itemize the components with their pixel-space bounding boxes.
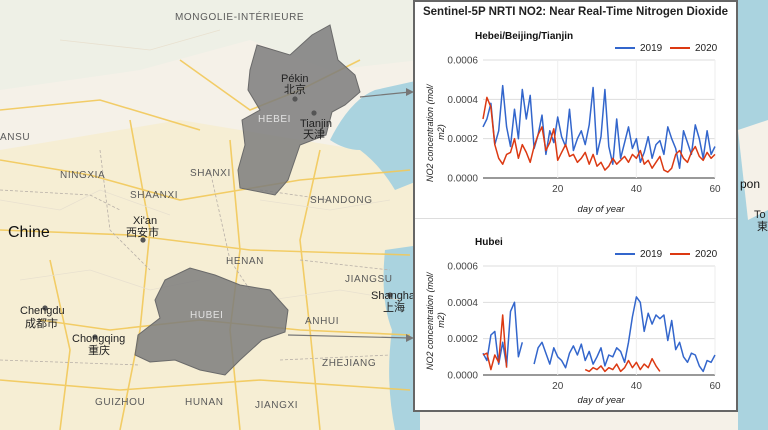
chart-title: Hubei — [475, 237, 503, 248]
label-hunan: HUNAN — [185, 397, 224, 408]
series-line-2020[interactable] — [482, 96, 716, 173]
no2-chart-panel: Sentinel-5P NRTI NO2: Near Real-Time Nit… — [413, 0, 738, 412]
label-hebei-province: HEBEI — [258, 114, 291, 125]
y-tick-label: 0.0000 — [447, 174, 478, 185]
label-chengdu-cn: 成都市 — [25, 316, 58, 330]
chart-legend: 2019 2020 — [615, 43, 718, 54]
series-line-2019[interactable] — [482, 84, 716, 169]
label-shandong: SHANDONG — [310, 195, 373, 206]
y-tick-label: 0.0004 — [447, 298, 478, 309]
y-tick-label: 0.0000 — [447, 371, 478, 382]
y-tick-label: 0.0006 — [447, 262, 478, 273]
label-ansu: ANSU — [0, 132, 30, 143]
label-anhui: ANHUI — [305, 316, 339, 327]
label-shanghai-cn: 上海 — [383, 300, 405, 314]
x-tick-label: 60 — [709, 184, 721, 195]
chart-divider — [415, 218, 736, 219]
label-chongqing-cn: 重庆 — [88, 343, 110, 357]
y-axis-label: NO2 concentration (mol/ m2) — [425, 270, 446, 370]
hebei-region[interactable] — [237, 24, 361, 196]
legend-label-2020: 2020 — [695, 43, 718, 54]
x-tick-label: 40 — [631, 381, 643, 392]
y-axis-label: NO2 concentration (mol/ m2) — [425, 82, 446, 182]
label-shanxi: SHANXI — [190, 168, 231, 179]
label-xian-cn: 西安市 — [126, 225, 159, 239]
label-chongqing: Chongqing — [72, 333, 125, 345]
legend-label-2019: 2019 — [640, 249, 663, 260]
label-chengdu: Chengdu — [20, 305, 65, 317]
x-tick-label: 20 — [552, 184, 564, 195]
label-ningxia: NINGXIA — [60, 170, 105, 181]
panel-title: Sentinel-5P NRTI NO2: Near Real-Time Nit… — [422, 6, 729, 18]
legend-label-2020: 2020 — [695, 249, 718, 260]
x-tick-label: 20 — [552, 381, 564, 392]
hubei-chart[interactable]: Hubei 2019 2020 0.0000 0.0002 0.0004 0.0006 2… — [415, 228, 736, 413]
x-tick-label: 40 — [631, 184, 643, 195]
label-pekin: Pékin — [281, 73, 309, 85]
label-hubei-province: HUBEI — [190, 310, 224, 321]
label-tianjin-cn: 天津 — [303, 128, 325, 141]
label-china: Chine — [8, 224, 50, 241]
chart-title: Hebei/Beijing/Tianjin — [475, 31, 573, 42]
label-shaanxi: SHAANXI — [130, 190, 178, 201]
sea-area — [330, 80, 420, 190]
hebei-chart[interactable]: Hebei/Beijing/Tianjin 2019 2020 0.0000 0.0… — [415, 22, 736, 217]
label-jiangsu: JIANGSU — [345, 274, 393, 285]
x-axis-label: day of year — [578, 395, 626, 406]
label-tianjin: Tianjin — [300, 118, 332, 130]
label-tokyo-fragment: To — [754, 209, 766, 221]
label-guizhou: GUIZHOU — [95, 397, 145, 408]
x-tick-label: 60 — [709, 381, 721, 392]
label-tokyo-cn-fragment: 東 — [757, 220, 768, 233]
hubei-connector-arrow — [287, 334, 411, 339]
y-tick-label: 0.0006 — [447, 56, 478, 67]
x-axis-label: day of year — [578, 204, 626, 215]
y-tick-label: 0.0002 — [447, 134, 478, 145]
label-jiangxi: JIANGXI — [255, 400, 298, 411]
label-mongolie: MONGOLIE-INTÉRIEURE — [175, 10, 304, 23]
hubei-region[interactable] — [134, 267, 289, 376]
label-henan: HENAN — [226, 256, 264, 267]
chart-legend: 2019 2020 — [615, 249, 718, 260]
label-pekin-cn: 北京 — [284, 82, 306, 96]
series-line-2019[interactable] — [482, 296, 716, 373]
legend-label-2019: 2019 — [640, 43, 663, 54]
series-line-2020[interactable] — [482, 314, 661, 373]
y-tick-label: 0.0004 — [447, 95, 478, 106]
hebei-connector-arrow — [359, 91, 411, 98]
label-japon-fragment: pon — [740, 177, 760, 191]
label-zhejiang: ZHEJIANG — [322, 358, 376, 369]
label-shanghai: Shanghai — [371, 290, 418, 302]
label-xian: Xi'an — [133, 215, 157, 227]
y-tick-label: 0.0002 — [447, 334, 478, 345]
